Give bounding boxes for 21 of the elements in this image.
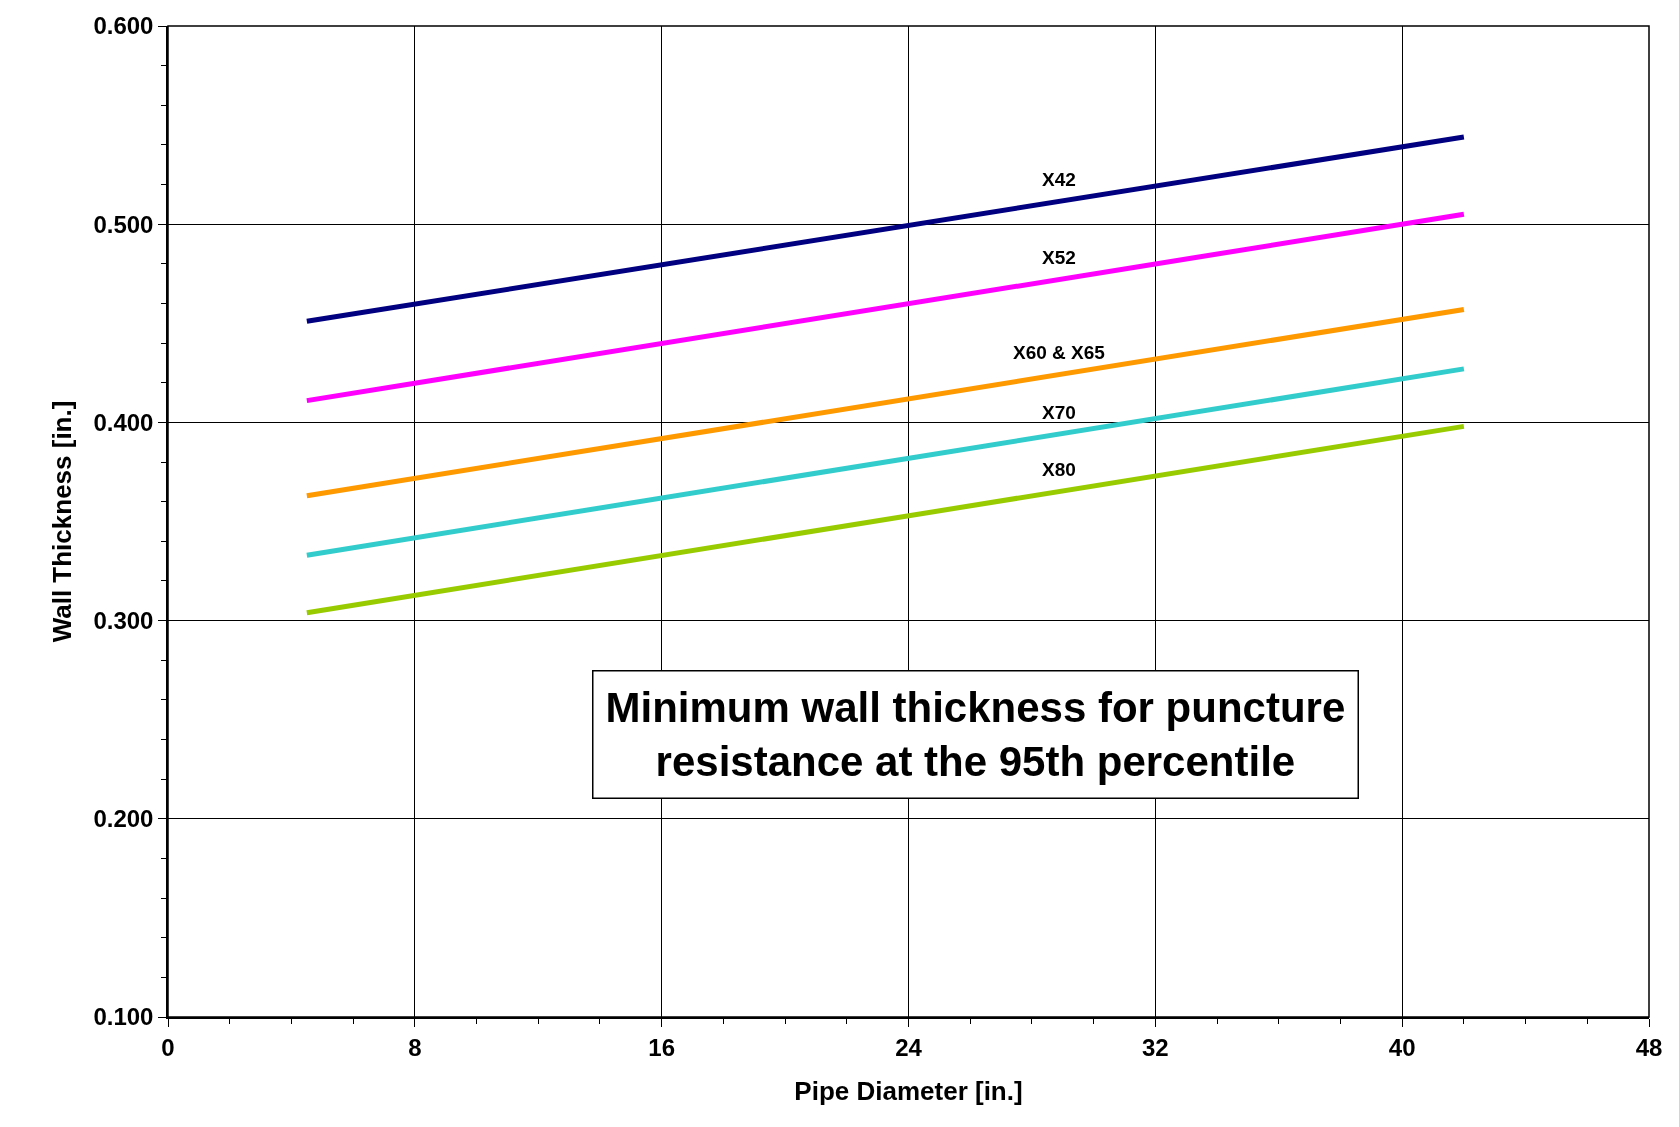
series-label: X42	[1042, 169, 1076, 190]
x-tick-label: 32	[1141, 1033, 1169, 1061]
x-tick-label: 16	[648, 1033, 676, 1061]
series-label: X60 & X65	[1013, 342, 1106, 363]
y-tick-label: 0.400	[93, 408, 154, 436]
series-label: X70	[1042, 402, 1076, 423]
series-label: X80	[1042, 459, 1076, 480]
x-tick-label: 8	[408, 1033, 422, 1061]
x-tick-label: 40	[1388, 1033, 1416, 1061]
y-tick-label: 0.300	[93, 607, 154, 634]
series-label: X52	[1042, 247, 1076, 268]
y-axis-title: Wall Thickness [in.]	[47, 400, 78, 643]
annotation: Minimum wall thickness for puncture resistance at the 95th percentile	[605, 683, 1346, 786]
y-tick-label: 0.200	[93, 805, 154, 833]
x-tick-label: 24	[895, 1033, 923, 1061]
y-tick-label: 0.100	[93, 1003, 154, 1031]
x-axis-title: Pipe Diameter [in.]	[794, 1075, 1023, 1106]
y-tick-label: 0.600	[93, 12, 154, 40]
x-tick-label: 0	[161, 1033, 175, 1061]
y-tick-label: 0.500	[93, 210, 154, 238]
x-tick-label: 48	[1635, 1033, 1663, 1061]
